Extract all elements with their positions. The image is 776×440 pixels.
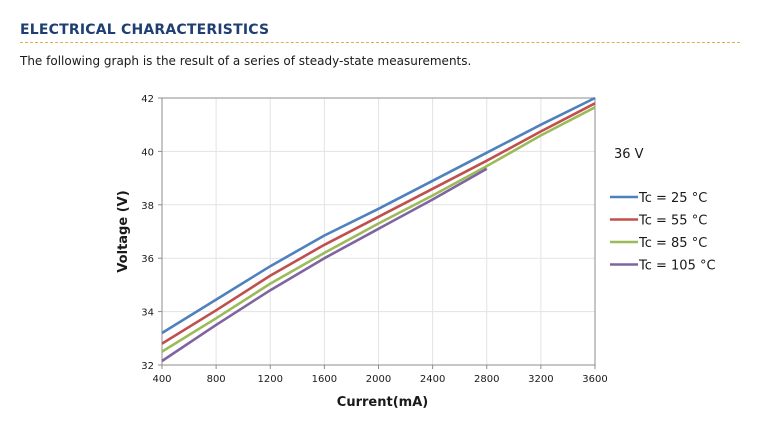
legend-label: Tc = 105 °C bbox=[638, 259, 716, 274]
title-divider bbox=[20, 42, 740, 43]
y-tick-label: 32 bbox=[141, 361, 154, 372]
chart-legend: Tc = 25 °C Tc = 55 °C Tc = 85 °C Tc = 105 °… bbox=[610, 191, 716, 274]
x-tick-label: 1200 bbox=[258, 374, 283, 385]
section-title: ELECTRICAL CHARACTERISTICS bbox=[20, 22, 270, 38]
voltage-annotation: 36 V bbox=[614, 147, 644, 162]
x-tick-label: 2000 bbox=[366, 374, 391, 385]
y-tick-label: 42 bbox=[141, 94, 154, 105]
series-line bbox=[161, 106, 596, 353]
series-line bbox=[161, 102, 596, 345]
intro-text: The following graph is the result of a s… bbox=[20, 54, 472, 68]
x-axis-title: Current(mA) bbox=[337, 395, 428, 410]
x-tick-label: 1600 bbox=[312, 374, 337, 385]
legend-label: Tc = 55 °C bbox=[638, 214, 707, 229]
x-tick-label: 400 bbox=[152, 374, 171, 385]
series-line bbox=[161, 167, 488, 363]
y-tick-label: 38 bbox=[141, 201, 154, 212]
legend-label: Tc = 25 °C bbox=[638, 191, 707, 206]
x-tick-label: 2800 bbox=[474, 374, 499, 385]
chart-axes bbox=[158, 97, 596, 369]
x-tick-label: 2400 bbox=[420, 374, 445, 385]
chart-series bbox=[161, 96, 596, 363]
x-tick-label: 800 bbox=[207, 374, 226, 385]
y-tick-label: 40 bbox=[141, 147, 154, 158]
legend-label: Tc = 85 °C bbox=[638, 236, 707, 251]
x-tick-label: 3200 bbox=[528, 374, 553, 385]
chart-labels: 400 800 1200 1600 2000 2400 2800 3200 3600 32 34 36… bbox=[116, 94, 644, 410]
y-tick-label: 36 bbox=[141, 254, 154, 265]
x-tick-label: 3600 bbox=[582, 374, 607, 385]
y-axis-title: Voltage (V) bbox=[116, 190, 131, 272]
y-tick-label: 34 bbox=[141, 308, 154, 319]
series-line bbox=[161, 96, 596, 335]
